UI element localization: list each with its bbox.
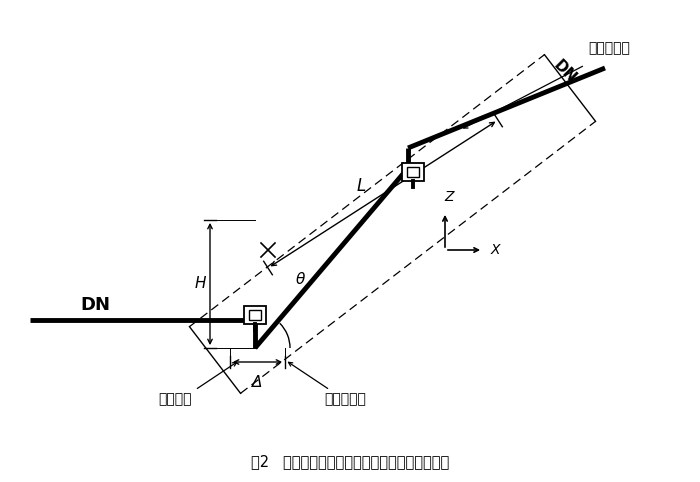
Text: 安装位置: 安装位置	[158, 392, 192, 406]
Text: X: X	[491, 243, 500, 257]
Bar	[249, 310, 261, 320]
Text: 旋转补偿器: 旋转补偿器	[588, 41, 630, 55]
Text: θ: θ	[295, 272, 304, 287]
Text: DN: DN	[551, 58, 580, 86]
Text: L: L	[356, 177, 365, 195]
Text: 图2   补偿器布置于两固定支架一端工作原理示意: 图2 补偿器布置于两固定支架一端工作原理示意	[251, 455, 449, 469]
Text: 膨胀后位置: 膨胀后位置	[324, 392, 366, 406]
Text: DN: DN	[80, 296, 110, 314]
Bar	[244, 306, 266, 324]
Text: H: H	[195, 277, 206, 292]
Text: Z: Z	[444, 190, 454, 204]
Bar	[407, 167, 419, 177]
Text: Δ: Δ	[252, 375, 262, 390]
Bar	[402, 163, 424, 181]
